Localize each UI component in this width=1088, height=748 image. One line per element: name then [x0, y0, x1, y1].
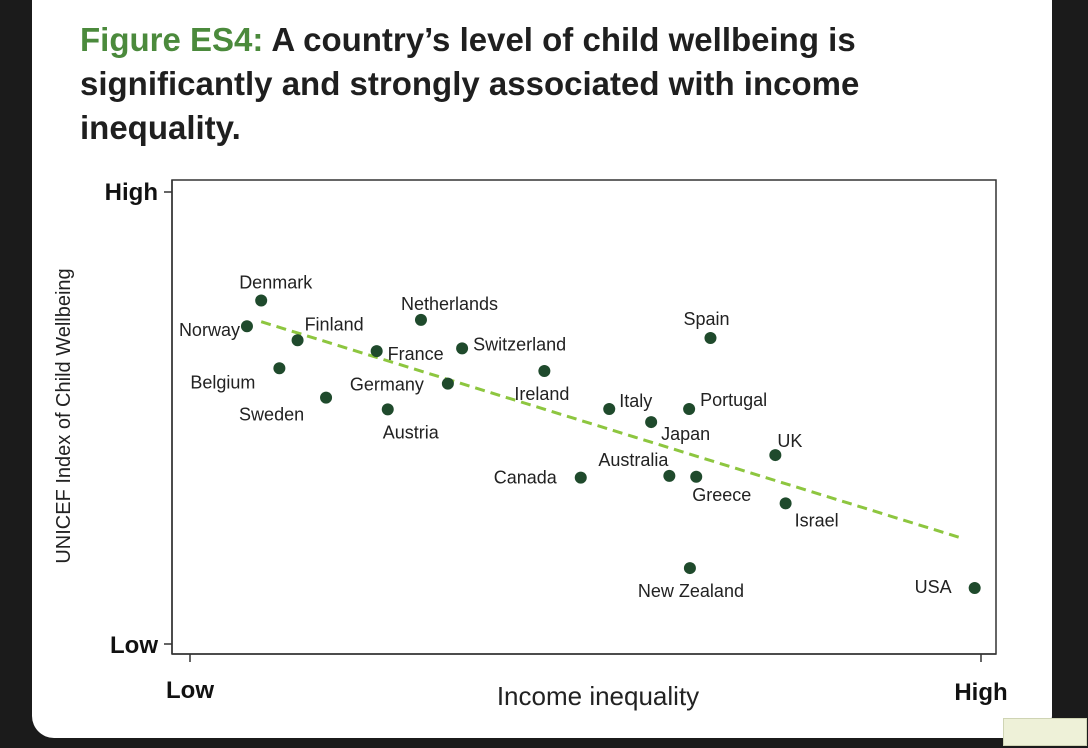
point-label-austria: Austria — [383, 422, 440, 442]
figure-title-text: A country’s level of child wellbeing is … — [80, 21, 860, 146]
point-label-israel: Israel — [795, 510, 839, 530]
point-australia — [663, 469, 676, 482]
point-label-australia: Australia — [598, 450, 669, 470]
point-label-canada: Canada — [494, 468, 558, 488]
point-netherlands — [414, 313, 427, 326]
point-israel — [779, 497, 792, 510]
point-sweden — [320, 391, 333, 404]
points-layer — [240, 294, 981, 594]
point-label-usa: USA — [915, 577, 952, 597]
point-label-portugal: Portugal — [700, 390, 767, 410]
point-belgium — [273, 362, 286, 375]
point-norway — [240, 320, 253, 333]
point-canada — [574, 471, 587, 484]
point-ireland — [538, 364, 551, 377]
point-label-germany: Germany — [350, 375, 424, 395]
x-tick-label-low: Low — [166, 677, 214, 704]
point-uk — [769, 449, 782, 462]
point-label-finland: Finland — [305, 314, 364, 334]
point-label-belgium: Belgium — [190, 372, 255, 392]
figure-card: Figure ES4: A country’s level of child w… — [32, 0, 1052, 738]
figure-title: Figure ES4: A country’s level of child w… — [80, 18, 960, 150]
point-label-italy: Italy — [619, 391, 652, 411]
point-label-denmark: Denmark — [239, 272, 313, 292]
point-label-ireland: Ireland — [514, 384, 569, 404]
x-axis-title: Income inequality — [497, 681, 699, 711]
point-label-norway: Norway — [179, 320, 240, 340]
point-label-greece: Greece — [692, 485, 751, 505]
point-label-new-zealand: New Zealand — [638, 581, 744, 601]
point-spain — [704, 331, 717, 344]
y-tick-label-high: High — [105, 179, 158, 206]
x-tick-label-high: High — [954, 679, 1007, 706]
point-label-sweden: Sweden — [239, 405, 304, 425]
point-austria — [381, 403, 394, 416]
point-greece — [690, 470, 703, 483]
figure-title-prefix: Figure ES4: — [80, 21, 264, 58]
point-label-japan: Japan — [661, 424, 710, 444]
point-usa — [968, 581, 981, 594]
point-france — [370, 345, 383, 358]
point-switzerland — [456, 342, 469, 355]
point-new-zealand — [683, 562, 696, 575]
trend-line — [260, 320, 965, 541]
point-japan — [645, 416, 658, 429]
point-germany — [441, 377, 454, 390]
y-tick-label-low: Low — [110, 632, 158, 659]
corner-badge — [1003, 718, 1087, 746]
point-label-france: France — [388, 344, 444, 364]
point-label-spain: Spain — [683, 309, 729, 329]
point-label-netherlands: Netherlands — [401, 294, 498, 314]
point-label-uk: UK — [777, 431, 802, 451]
point-label-switzerland: Switzerland — [473, 334, 566, 354]
labels-layer: Denmark Norway Finland Belgium Sweden Netherl… — [179, 272, 952, 601]
point-italy — [603, 402, 616, 415]
point-portugal — [683, 402, 696, 415]
point-finland — [291, 334, 304, 347]
y-axis-title: UNICEF Index of Child Wellbeing — [53, 268, 75, 563]
point-denmark — [255, 294, 268, 307]
